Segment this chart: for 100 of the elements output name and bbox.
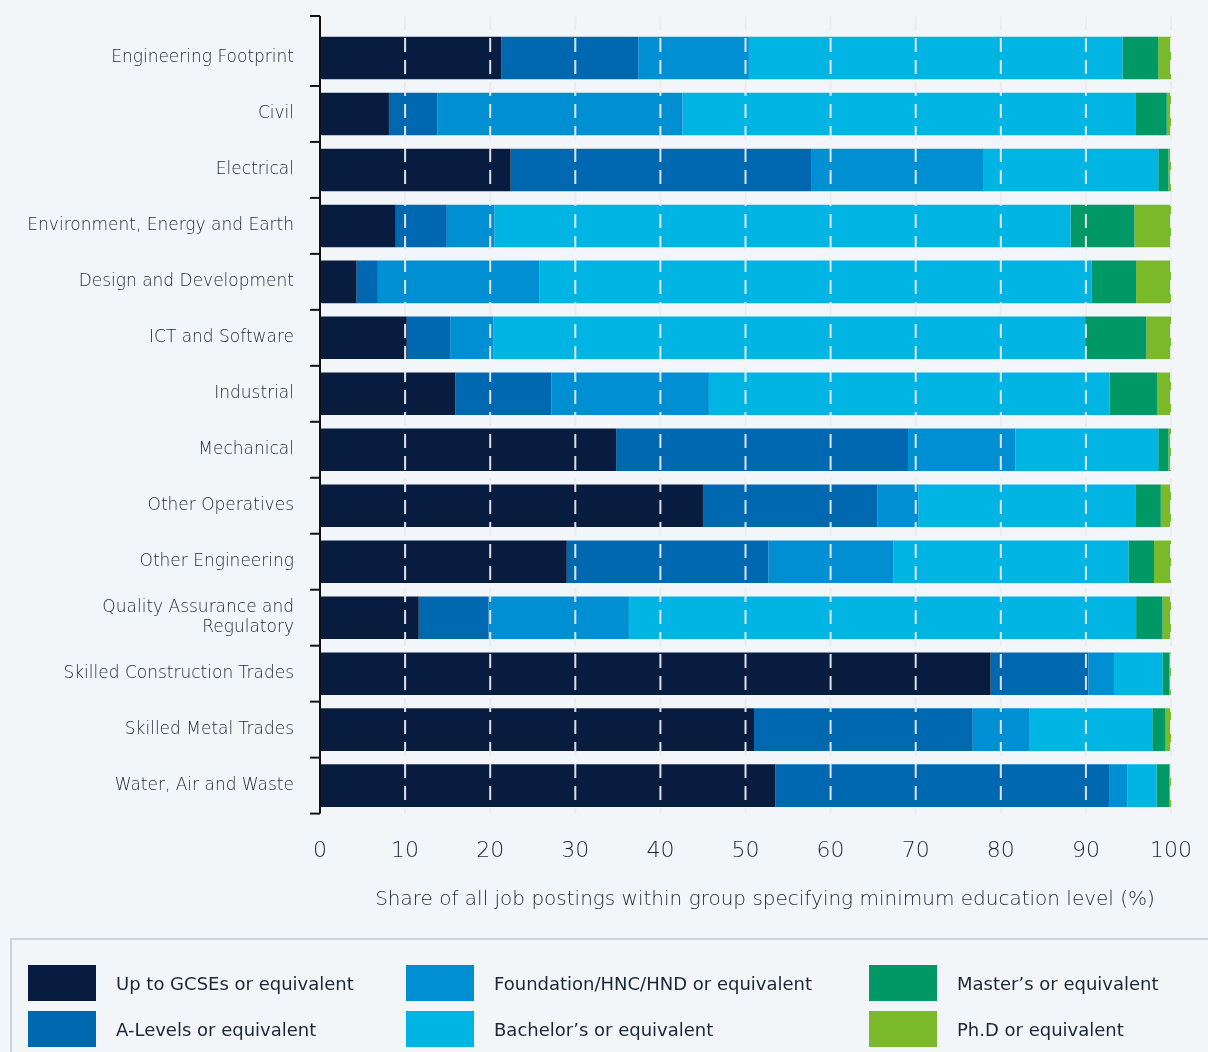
y-tick-label: Skilled Metal Trades bbox=[124, 718, 294, 739]
bar bbox=[320, 372, 456, 416]
y-tick-label: Design and Development bbox=[78, 270, 294, 291]
bar bbox=[1122, 36, 1159, 80]
legend-label: Master’s or equivalent bbox=[957, 972, 1159, 994]
bar bbox=[990, 652, 1089, 695]
bar bbox=[983, 148, 1159, 192]
bar bbox=[1168, 148, 1171, 192]
bar bbox=[702, 484, 878, 528]
bar bbox=[768, 540, 894, 583]
y-tick-label: Engineering Footprint bbox=[111, 46, 294, 67]
bar bbox=[1029, 708, 1153, 751]
bar bbox=[1127, 764, 1157, 807]
bar bbox=[320, 148, 511, 192]
bar bbox=[1091, 260, 1137, 304]
bar bbox=[395, 204, 447, 248]
bar bbox=[488, 596, 629, 639]
bar bbox=[1158, 148, 1169, 192]
bar bbox=[320, 484, 703, 528]
y-tick-label: Mechanical bbox=[198, 438, 294, 459]
bar bbox=[638, 36, 749, 80]
x-tick-label: 10 bbox=[391, 836, 420, 862]
bar bbox=[1128, 540, 1154, 583]
bar bbox=[1136, 260, 1171, 304]
y-tick-label: Civil bbox=[257, 102, 294, 123]
bar bbox=[1158, 36, 1171, 80]
bar bbox=[1168, 428, 1171, 472]
bar bbox=[320, 316, 407, 360]
bar bbox=[320, 764, 776, 807]
x-tick-label: 90 bbox=[1071, 836, 1100, 862]
legend-label: Up to GCSEs or equivalent bbox=[116, 972, 354, 994]
bar bbox=[754, 708, 973, 751]
legend-label: Foundation/HNC/HND or equivalent bbox=[494, 972, 813, 994]
y-tick-label: Electrical bbox=[215, 158, 294, 179]
bar bbox=[1152, 708, 1166, 751]
bar bbox=[1015, 428, 1159, 472]
bar bbox=[1109, 372, 1158, 416]
bar bbox=[908, 428, 1016, 472]
bar bbox=[1160, 484, 1171, 528]
bar bbox=[437, 92, 683, 136]
bar bbox=[708, 372, 1110, 416]
x-tick-label: 20 bbox=[476, 836, 505, 862]
y-tick-label: Other Engineering bbox=[139, 550, 294, 571]
bar bbox=[1109, 764, 1128, 807]
bar bbox=[1088, 652, 1114, 695]
bar bbox=[446, 204, 495, 248]
y-tick-label: Quality Assurance and Regulatory bbox=[102, 595, 294, 637]
legend-label: A-Levels or equivalent bbox=[116, 1018, 317, 1040]
bar bbox=[377, 260, 540, 304]
bar bbox=[1070, 204, 1135, 248]
x-axis-title: Share of all job postings within group specifying minimum education level (%) bbox=[374, 886, 1156, 910]
bar bbox=[682, 92, 1136, 136]
bar bbox=[494, 204, 1071, 248]
bar bbox=[320, 652, 991, 695]
bar bbox=[406, 316, 451, 360]
bar bbox=[566, 540, 769, 583]
bar bbox=[320, 708, 755, 751]
bar bbox=[811, 148, 984, 192]
bar bbox=[455, 372, 552, 416]
bar bbox=[320, 596, 419, 639]
bar bbox=[1162, 596, 1171, 639]
bar bbox=[320, 428, 617, 472]
bar bbox=[877, 484, 919, 528]
y-tick-label: Other Operatives bbox=[147, 494, 294, 515]
legend-label: Bachelor’s or equivalent bbox=[494, 1018, 714, 1040]
bar bbox=[320, 204, 396, 248]
bar bbox=[1135, 92, 1167, 136]
legend-label: Ph.D or equivalent bbox=[957, 1018, 1124, 1040]
bar bbox=[972, 708, 1030, 751]
bar bbox=[1157, 372, 1171, 416]
bar bbox=[628, 596, 1137, 639]
bar bbox=[1153, 540, 1171, 583]
y-tick-label: Skilled Construction Trades bbox=[63, 662, 294, 683]
x-tick-label: 50 bbox=[731, 836, 760, 862]
bar bbox=[1134, 204, 1171, 248]
x-tick-label: 60 bbox=[816, 836, 845, 862]
bar bbox=[918, 484, 1136, 528]
x-tick-label: 100 bbox=[1150, 836, 1192, 862]
bar bbox=[1113, 652, 1163, 695]
bar bbox=[551, 372, 709, 416]
x-tick-label: 70 bbox=[901, 836, 930, 862]
bar bbox=[418, 596, 489, 639]
bar bbox=[775, 764, 1110, 807]
bar bbox=[1085, 316, 1147, 360]
bar bbox=[320, 540, 567, 583]
y-tick-label: Environment, Energy and Earth bbox=[27, 214, 294, 235]
bar bbox=[1136, 596, 1163, 639]
bar bbox=[501, 36, 639, 80]
bar bbox=[1165, 708, 1171, 751]
bar bbox=[450, 316, 494, 360]
bar bbox=[493, 316, 1086, 360]
bar bbox=[1162, 652, 1170, 695]
bar bbox=[893, 540, 1129, 583]
bar bbox=[510, 148, 812, 192]
bar bbox=[320, 92, 389, 136]
bar bbox=[320, 36, 502, 80]
x-tick-label: 30 bbox=[561, 836, 590, 862]
y-tick-label: Water, Air and Waste bbox=[114, 774, 294, 795]
bar bbox=[388, 92, 438, 136]
x-tick-label: 40 bbox=[646, 836, 675, 862]
